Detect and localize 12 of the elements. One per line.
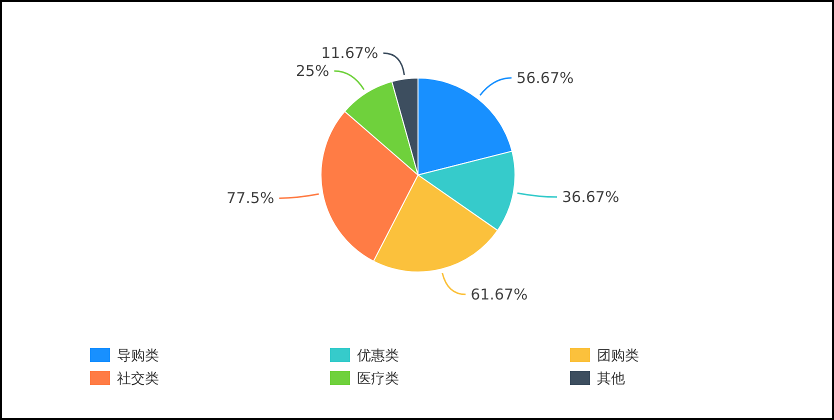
legend-label: 医疗类: [357, 371, 399, 387]
data-label: 11.67%: [321, 44, 378, 62]
data-label: 61.67%: [470, 285, 528, 304]
data-label: 56.67%: [516, 68, 574, 87]
legend-label: 优惠类: [357, 348, 399, 364]
legend-label: 社交类: [117, 371, 159, 387]
legend-label: 团购类: [597, 348, 639, 364]
data-label: 25%: [296, 62, 330, 80]
data-label: 36.67%: [562, 188, 620, 206]
legend-label: 导购类: [117, 348, 159, 364]
legend-label: 其他: [597, 371, 625, 387]
data-label: 77.5%: [226, 189, 274, 208]
